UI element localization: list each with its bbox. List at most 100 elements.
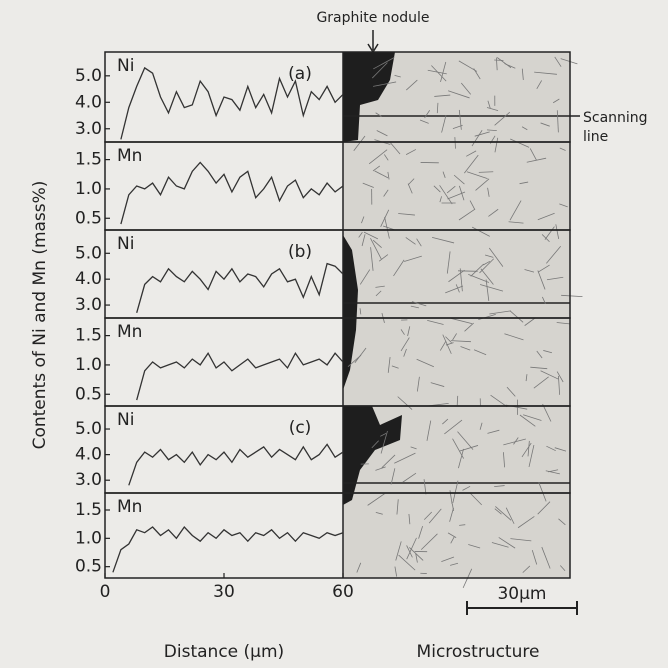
panel-frame: [104, 492, 571, 579]
texture: [454, 137, 456, 149]
texture: [542, 403, 552, 422]
scanning-label: line: [583, 129, 608, 145]
texture: [383, 189, 389, 197]
texture: [375, 512, 383, 515]
texture: [393, 259, 405, 277]
texture: [400, 337, 410, 352]
texture: [537, 212, 555, 221]
data-line: [136, 351, 344, 401]
texture: [426, 420, 432, 441]
texture: [533, 376, 549, 389]
panel-label: (a): [288, 64, 312, 84]
x-tick-label: 0: [100, 582, 111, 602]
texture: [373, 81, 397, 87]
panel-label: (c): [289, 418, 312, 438]
texture: [534, 71, 557, 75]
texture: [452, 480, 459, 504]
scale-label: 30μm: [497, 584, 546, 604]
texture: [405, 79, 418, 91]
texture: [474, 131, 490, 137]
texture: [423, 479, 427, 495]
texture: [430, 382, 445, 387]
texture: [527, 440, 530, 457]
series-label: Ni: [117, 56, 134, 76]
texture: [480, 268, 494, 285]
texture: [464, 154, 479, 174]
texture: [398, 213, 415, 216]
texture: [444, 419, 463, 435]
texture: [469, 200, 476, 210]
texture: [459, 445, 479, 452]
texture: [347, 354, 362, 367]
texture: [451, 503, 455, 512]
data-line: [120, 161, 344, 225]
texture: [402, 472, 417, 483]
texture: [546, 445, 556, 452]
texture: [459, 268, 463, 292]
texture: [473, 349, 487, 356]
texture: [519, 181, 529, 185]
texture: [447, 532, 457, 538]
series-label: Ni: [117, 410, 134, 430]
texture: [510, 138, 530, 148]
texture: [424, 110, 431, 119]
texture: [458, 208, 476, 221]
texture: [441, 556, 455, 563]
y-tick-label: 1.0: [75, 355, 102, 375]
texture: [370, 247, 374, 271]
texture: [436, 102, 439, 114]
texture: [509, 310, 524, 323]
data-line: [112, 525, 344, 573]
texture: [458, 448, 464, 469]
graphite-label: Graphite nodule: [316, 10, 429, 26]
texture: [362, 182, 374, 188]
texture: [390, 468, 396, 485]
texture: [374, 170, 389, 179]
texture: [537, 264, 550, 273]
texture: [519, 414, 536, 427]
texture: [380, 430, 388, 454]
texture: [470, 263, 484, 277]
texture: [371, 62, 388, 79]
texture: [442, 334, 452, 354]
texture: [457, 431, 474, 450]
texture: [409, 547, 424, 561]
texture: [359, 269, 371, 285]
data-line: [128, 443, 344, 486]
texture: [371, 440, 379, 449]
texture: [434, 94, 451, 97]
y-tick-label: 5.0: [75, 66, 102, 86]
texture: [494, 485, 505, 487]
texture: [442, 418, 449, 425]
texture: [383, 154, 389, 161]
texture: [456, 395, 459, 406]
y-tick-label: 1.0: [75, 528, 102, 548]
texture: [439, 340, 447, 351]
texture: [447, 191, 466, 200]
texture: [522, 565, 531, 573]
texture: [556, 322, 570, 325]
texture: [524, 317, 536, 326]
texture: [536, 350, 543, 359]
texture: [482, 260, 491, 266]
texture: [484, 254, 494, 258]
texture: [554, 447, 567, 452]
texture: [406, 537, 417, 560]
texture: [495, 57, 498, 71]
texture: [372, 165, 381, 172]
y-tick-label: 5.0: [75, 243, 102, 263]
texture: [407, 183, 413, 194]
texture: [458, 60, 478, 72]
texture: [558, 518, 566, 526]
texture: [457, 270, 478, 272]
x-tick-label: 60: [332, 582, 354, 602]
texture: [559, 147, 566, 151]
texture: [390, 142, 401, 155]
texture: [529, 148, 537, 161]
texture: [445, 285, 464, 294]
texture: [521, 442, 532, 458]
texture: [495, 506, 512, 521]
texture: [452, 333, 457, 341]
texture: [367, 493, 385, 506]
texture: [540, 122, 550, 127]
